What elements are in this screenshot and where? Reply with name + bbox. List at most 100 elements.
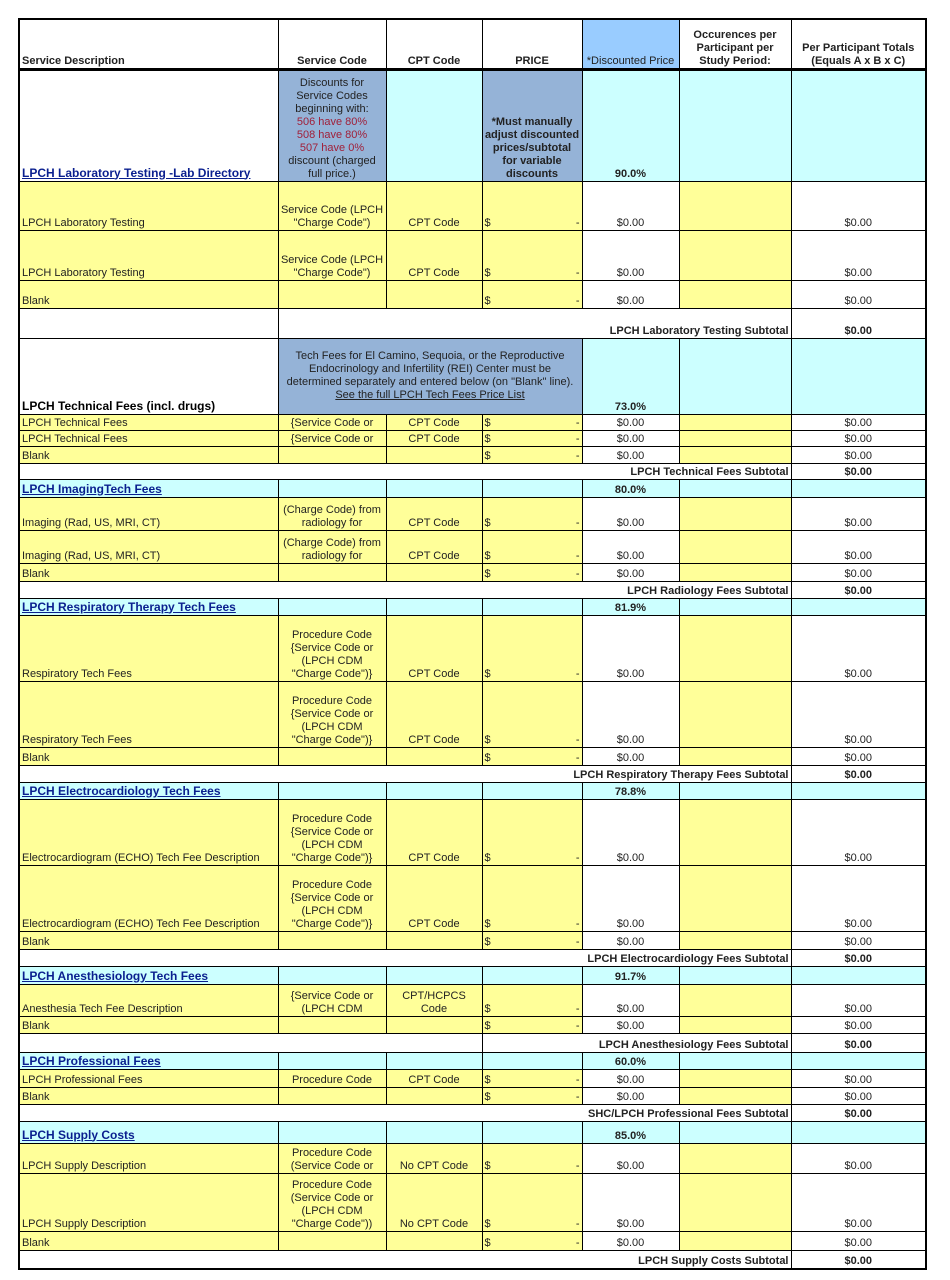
- service-description[interactable]: Imaging (Rad, US, MRI, CT): [18, 529, 279, 564]
- service-code[interactable]: Procedure Code {Service Code or (LPCH CD…: [277, 680, 387, 748]
- service-description[interactable]: LPCH Professional Fees: [18, 1068, 279, 1088]
- section-title[interactable]: LPCH Professional Fees: [22, 1053, 161, 1068]
- occurrences-input[interactable]: [678, 180, 792, 231]
- occurrences-input[interactable]: [678, 1142, 792, 1174]
- service-code[interactable]: [277, 1015, 387, 1034]
- service-description[interactable]: LPCH Supply Description: [18, 1142, 279, 1174]
- price-input[interactable]: $ -: [481, 429, 583, 447]
- service-code[interactable]: [277, 1086, 387, 1105]
- service-description[interactable]: LPCH Technical Fees: [18, 429, 279, 447]
- cpt-code[interactable]: CPT Code: [385, 864, 483, 932]
- service-code[interactable]: Procedure Code (Service Code or: [277, 1142, 387, 1174]
- cpt-code[interactable]: CPT Code: [385, 614, 483, 682]
- price-input[interactable]: $ -: [481, 1142, 583, 1174]
- cpt-code[interactable]: [385, 1086, 483, 1105]
- service-description[interactable]: Blank: [18, 1086, 279, 1105]
- service-description[interactable]: Anesthesia Tech Fee Description: [18, 983, 279, 1017]
- section-title[interactable]: LPCH Respiratory Therapy Tech Fees: [22, 599, 236, 614]
- occurrences-input[interactable]: [678, 983, 792, 1017]
- service-description[interactable]: Blank: [18, 746, 279, 766]
- service-description[interactable]: Blank: [18, 1230, 279, 1251]
- price-input[interactable]: $ -: [481, 1172, 583, 1232]
- cpt-code[interactable]: CPT Code: [385, 429, 483, 447]
- occurrences-input[interactable]: [678, 1068, 792, 1088]
- service-description[interactable]: LPCH Supply Description: [18, 1172, 279, 1232]
- occurrences-input[interactable]: [678, 413, 792, 431]
- occurrences-input[interactable]: [678, 798, 792, 866]
- cpt-code[interactable]: CPT Code: [385, 413, 483, 431]
- service-description[interactable]: LPCH Laboratory Testing: [18, 180, 279, 231]
- occurrences-input[interactable]: [678, 529, 792, 564]
- service-description[interactable]: LPCH Technical Fees: [18, 413, 279, 431]
- section-title[interactable]: LPCH Anesthesiology Tech Fees: [22, 968, 209, 983]
- cpt-code[interactable]: CPT Code: [385, 798, 483, 866]
- section-title[interactable]: LPCH ImagingTech Fees: [22, 481, 162, 496]
- price-input[interactable]: $ -: [481, 1086, 583, 1105]
- price-input[interactable]: $ -: [481, 930, 583, 950]
- cpt-code[interactable]: CPT Code: [385, 1068, 483, 1088]
- cpt-code[interactable]: CPT Code: [385, 496, 483, 531]
- service-description[interactable]: Blank: [18, 279, 279, 309]
- cpt-code[interactable]: [385, 1230, 483, 1251]
- occurrences-input[interactable]: [678, 445, 792, 464]
- occurrences-input[interactable]: [678, 746, 792, 766]
- service-description[interactable]: Blank: [18, 562, 279, 582]
- occurrences-input[interactable]: [678, 930, 792, 950]
- cpt-code[interactable]: [385, 445, 483, 464]
- service-description[interactable]: Electrocardiogram (ECHO) Tech Fee Descri…: [18, 798, 279, 866]
- cpt-code[interactable]: [385, 279, 483, 309]
- tech-fees-price-list-link[interactable]: See the full LPCH Tech Fees Price List: [335, 389, 525, 401]
- cpt-code[interactable]: CPT Code: [385, 229, 483, 281]
- service-description[interactable]: Imaging (Rad, US, MRI, CT): [18, 496, 279, 531]
- price-input[interactable]: $ -: [481, 445, 583, 464]
- occurrences-input[interactable]: [678, 1086, 792, 1105]
- occurrences-input[interactable]: [678, 429, 792, 447]
- occurrences-input[interactable]: [678, 1015, 792, 1034]
- price-input[interactable]: $ -: [481, 1068, 583, 1088]
- occurrences-input[interactable]: [678, 496, 792, 531]
- section-title[interactable]: LPCH Laboratory Testing -Lab Directory: [22, 165, 251, 180]
- occurrences-input[interactable]: [678, 1172, 792, 1232]
- price-input[interactable]: $ -: [481, 180, 583, 231]
- service-code[interactable]: [277, 1230, 387, 1251]
- service-code[interactable]: {Service Code or: [277, 429, 387, 447]
- service-code[interactable]: [277, 279, 387, 309]
- occurrences-input[interactable]: [678, 1230, 792, 1251]
- price-input[interactable]: $ -: [481, 279, 583, 309]
- price-input[interactable]: $ -: [481, 529, 583, 564]
- service-description[interactable]: Electrocardiogram (ECHO) Tech Fee Descri…: [18, 864, 279, 932]
- service-code[interactable]: Service Code (LPCH "Charge Code"): [277, 229, 387, 281]
- occurrences-input[interactable]: [678, 229, 792, 281]
- service-code[interactable]: [277, 746, 387, 766]
- cpt-code[interactable]: No CPT Code: [385, 1142, 483, 1174]
- price-input[interactable]: $ -: [481, 496, 583, 531]
- price-input[interactable]: $ -: [481, 614, 583, 682]
- service-code[interactable]: {Service Code or: [277, 413, 387, 431]
- section-title[interactable]: LPCH Supply Costs: [22, 1127, 135, 1142]
- service-code[interactable]: Procedure Code {Service Code or (LPCH CD…: [277, 614, 387, 682]
- service-code[interactable]: Procedure Code {Service Code or (LPCH CD…: [277, 798, 387, 866]
- price-input[interactable]: $ -: [481, 562, 583, 582]
- price-input[interactable]: $ -: [481, 680, 583, 748]
- price-input[interactable]: $ -: [481, 746, 583, 766]
- occurrences-input[interactable]: [678, 614, 792, 682]
- service-code[interactable]: Procedure Code (Service Code or (LPCH CD…: [277, 1172, 387, 1232]
- service-code[interactable]: {Service Code or (LPCH CDM: [277, 983, 387, 1017]
- service-code[interactable]: (Charge Code) from radiology for: [277, 529, 387, 564]
- service-description[interactable]: Respiratory Tech Fees: [18, 614, 279, 682]
- service-code[interactable]: [277, 562, 387, 582]
- cpt-code[interactable]: CPT Code: [385, 180, 483, 231]
- cpt-code[interactable]: No CPT Code: [385, 1172, 483, 1232]
- cpt-code[interactable]: [385, 562, 483, 582]
- cpt-code[interactable]: [385, 930, 483, 950]
- cpt-code[interactable]: CPT Code: [385, 529, 483, 564]
- service-description[interactable]: Respiratory Tech Fees: [18, 680, 279, 748]
- cpt-code[interactable]: CPT/HCPCS Code: [385, 983, 483, 1017]
- price-input[interactable]: $ -: [481, 798, 583, 866]
- price-input[interactable]: $ -: [481, 1015, 583, 1034]
- service-description[interactable]: Blank: [18, 930, 279, 950]
- service-code[interactable]: Procedure Code {Service Code or (LPCH CD…: [277, 864, 387, 932]
- section-title[interactable]: LPCH Electrocardiology Tech Fees: [22, 783, 221, 798]
- cpt-code[interactable]: [385, 1015, 483, 1034]
- price-input[interactable]: $ -: [481, 983, 583, 1017]
